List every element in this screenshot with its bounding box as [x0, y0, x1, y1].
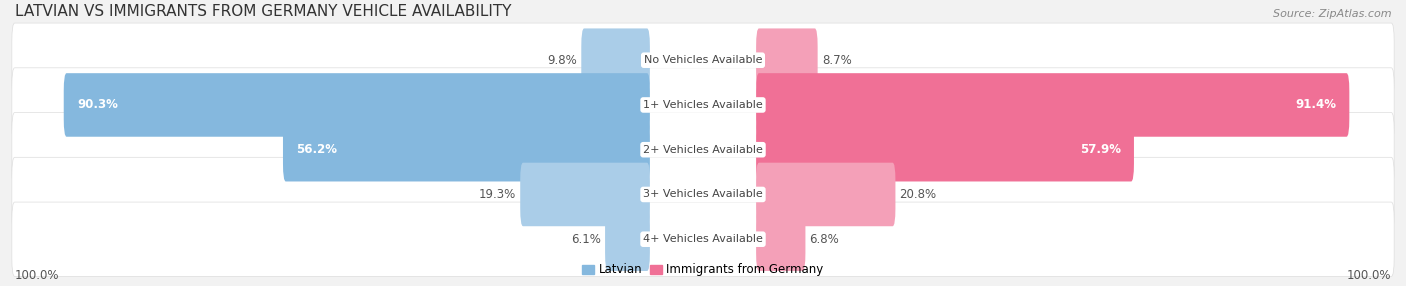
- Text: 100.0%: 100.0%: [14, 269, 59, 281]
- FancyBboxPatch shape: [756, 73, 1350, 137]
- FancyBboxPatch shape: [520, 163, 650, 226]
- FancyBboxPatch shape: [756, 118, 1135, 182]
- Text: 100.0%: 100.0%: [1347, 269, 1392, 281]
- Text: 3+ Vehicles Available: 3+ Vehicles Available: [643, 189, 763, 199]
- Text: 91.4%: 91.4%: [1295, 98, 1336, 112]
- Text: 57.9%: 57.9%: [1080, 143, 1121, 156]
- FancyBboxPatch shape: [11, 113, 1395, 187]
- Text: Source: ZipAtlas.com: Source: ZipAtlas.com: [1272, 9, 1392, 19]
- FancyBboxPatch shape: [581, 28, 650, 92]
- Text: 56.2%: 56.2%: [297, 143, 337, 156]
- Text: 20.8%: 20.8%: [900, 188, 936, 201]
- FancyBboxPatch shape: [605, 207, 650, 271]
- Text: 4+ Vehicles Available: 4+ Vehicles Available: [643, 234, 763, 244]
- FancyBboxPatch shape: [11, 157, 1395, 232]
- Text: 6.8%: 6.8%: [810, 233, 839, 246]
- FancyBboxPatch shape: [756, 163, 896, 226]
- Text: 9.8%: 9.8%: [547, 54, 576, 67]
- Text: 8.7%: 8.7%: [823, 54, 852, 67]
- FancyBboxPatch shape: [11, 23, 1395, 97]
- Text: 19.3%: 19.3%: [479, 188, 516, 201]
- FancyBboxPatch shape: [283, 118, 650, 182]
- Text: 1+ Vehicles Available: 1+ Vehicles Available: [643, 100, 763, 110]
- FancyBboxPatch shape: [756, 28, 818, 92]
- Text: 2+ Vehicles Available: 2+ Vehicles Available: [643, 145, 763, 155]
- FancyBboxPatch shape: [11, 68, 1395, 142]
- Legend: Latvian, Immigrants from Germany: Latvian, Immigrants from Germany: [582, 263, 824, 277]
- Text: 6.1%: 6.1%: [571, 233, 600, 246]
- FancyBboxPatch shape: [11, 202, 1395, 276]
- Text: 90.3%: 90.3%: [77, 98, 118, 112]
- Text: LATVIAN VS IMMIGRANTS FROM GERMANY VEHICLE AVAILABILITY: LATVIAN VS IMMIGRANTS FROM GERMANY VEHIC…: [14, 4, 512, 19]
- FancyBboxPatch shape: [756, 207, 806, 271]
- Text: No Vehicles Available: No Vehicles Available: [644, 55, 762, 65]
- FancyBboxPatch shape: [63, 73, 650, 137]
